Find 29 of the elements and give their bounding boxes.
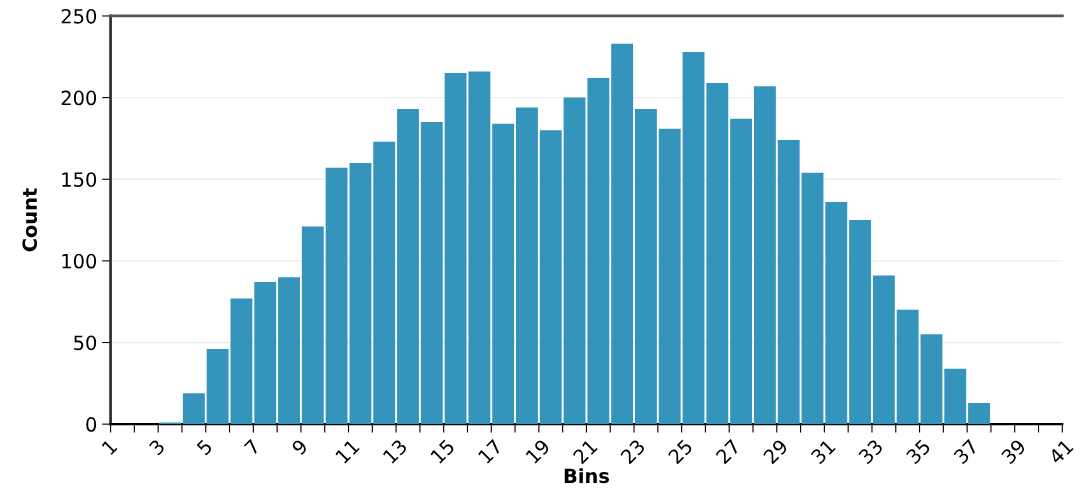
x-tick-label: 35 — [905, 438, 932, 465]
x-tick-label: 29 — [762, 438, 789, 465]
x-tick-label: 17 — [477, 438, 503, 464]
x-tick-label: 9 — [291, 438, 309, 456]
x-tick-label: 41 — [1048, 439, 1074, 465]
y-tick-label: 50 — [74, 335, 97, 351]
y-axis-title: Count — [22, 188, 38, 252]
x-tick-label: 27 — [715, 438, 741, 465]
y-tick-label: 250 — [61, 8, 97, 24]
x-tick-label: 23 — [619, 438, 646, 465]
y-tick-label: 200 — [61, 90, 97, 106]
x-tick-label: 15 — [430, 438, 456, 464]
x-tick-label: 37 — [953, 438, 979, 465]
x-axis-title: Bins — [564, 468, 609, 484]
y-tick-label: 100 — [62, 253, 97, 269]
y-tick-label: 150 — [62, 172, 97, 187]
x-tick-label: 25 — [667, 438, 694, 465]
x-tick-label: 1 — [101, 439, 118, 456]
x-tick-label: 39 — [1000, 438, 1027, 465]
x-tick-label: 21 — [572, 438, 598, 465]
x-tick-label: 19 — [525, 438, 551, 464]
x-tick-label: 7 — [243, 438, 261, 456]
x-tick-label: 33 — [857, 438, 884, 465]
x-tick-label: 13 — [382, 438, 408, 464]
x-tick-label: 11 — [335, 439, 360, 464]
y-tick-label: 0 — [86, 417, 97, 432]
x-tick-label: 31 — [810, 438, 836, 465]
x-tick-label: 5 — [196, 438, 213, 456]
x-tick-label: 3 — [148, 438, 166, 456]
